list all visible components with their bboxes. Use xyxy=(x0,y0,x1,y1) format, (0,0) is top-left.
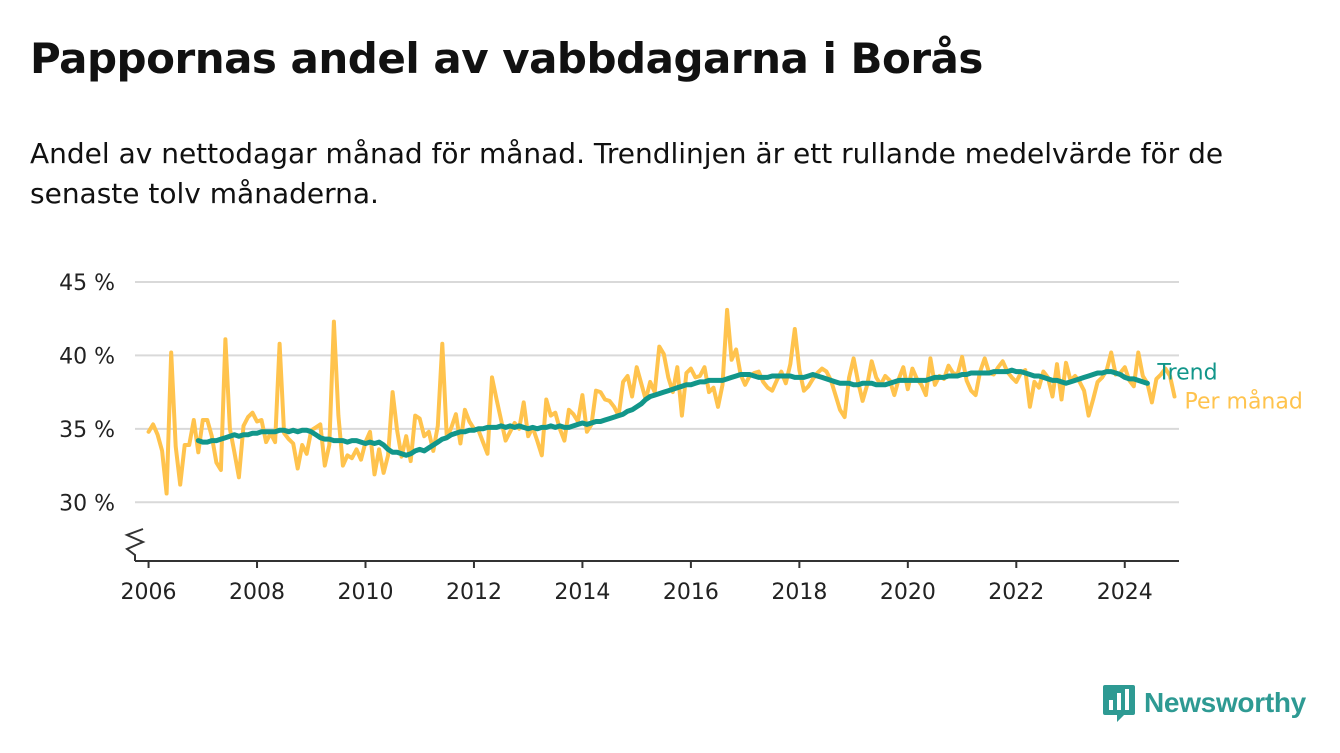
axes xyxy=(124,528,1179,562)
x-tick-label: 2018 xyxy=(771,580,827,605)
y-tick-label: 30 % xyxy=(59,491,115,516)
newsworthy-logo: Newsworthy xyxy=(1102,682,1306,724)
trend-series-line xyxy=(195,367,1150,458)
y-axis-break-icon xyxy=(124,528,146,561)
y-tick-labels: 30 % 35 % 40 % 45 % xyxy=(59,271,115,516)
chart-title: Pappornas andel av vabbdagarna i Borås xyxy=(30,34,983,83)
x-tick-label: 2024 xyxy=(1097,580,1153,605)
brand-name: Newsworthy xyxy=(1144,687,1306,718)
y-tick-label: 45 % xyxy=(59,271,115,296)
y-tick-label: 40 % xyxy=(59,344,115,369)
x-tick-label: 2006 xyxy=(121,580,177,605)
series-labels: Per månad Trend xyxy=(1156,360,1302,414)
bar-chart-speech-bubble-icon xyxy=(1103,685,1135,722)
x-tick-label: 2014 xyxy=(554,580,610,605)
x-tick-label: 2016 xyxy=(663,580,719,605)
x-tick-label: 2010 xyxy=(337,580,393,605)
x-tick-label: 2020 xyxy=(880,580,936,605)
trend-series-label: Trend xyxy=(1156,360,1217,385)
x-tick-label: 2008 xyxy=(229,580,285,605)
y-tick-label: 35 % xyxy=(59,418,115,443)
monthly-series-line xyxy=(146,307,1177,496)
series-lines xyxy=(146,307,1177,496)
monthly-series-label: Per månad xyxy=(1184,389,1302,415)
x-tick-label: 2022 xyxy=(988,580,1044,605)
x-tick-label: 2012 xyxy=(446,580,502,605)
x-tick-labels: 2006 2008 2010 2012 2014 2016 2018 2020 2022 2024 xyxy=(121,561,1153,605)
chart-subtitle: Andel av nettodagar månad för månad. Tre… xyxy=(30,137,1224,210)
